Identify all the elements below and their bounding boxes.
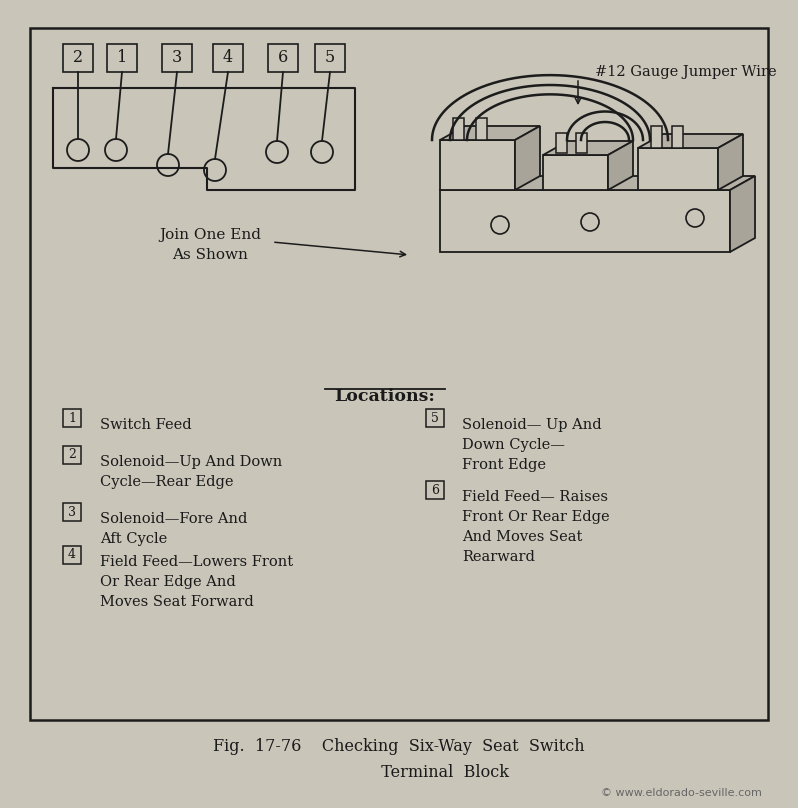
Bar bbox=[426, 409, 444, 427]
Polygon shape bbox=[543, 155, 608, 190]
Bar bbox=[476, 118, 487, 140]
Bar bbox=[576, 133, 587, 153]
Text: As Shown: As Shown bbox=[172, 248, 248, 262]
Text: Solenoid—Up And Down
Cycle—Rear Edge: Solenoid—Up And Down Cycle—Rear Edge bbox=[100, 455, 282, 489]
Text: Field Feed— Raises
Front Or Rear Edge
And Moves Seat
Rearward: Field Feed— Raises Front Or Rear Edge An… bbox=[462, 490, 610, 564]
Text: 6: 6 bbox=[278, 49, 288, 66]
Text: Field Feed—Lowers Front
Or Rear Edge And
Moves Seat Forward: Field Feed—Lowers Front Or Rear Edge And… bbox=[100, 555, 293, 609]
Text: Fig.  17-76    Checking  Six-Way  Seat  Switch
                  Terminal  Block: Fig. 17-76 Checking Six-Way Seat Switch … bbox=[213, 738, 585, 781]
Text: Switch Feed: Switch Feed bbox=[100, 418, 192, 432]
Bar bbox=[63, 446, 81, 464]
Bar bbox=[63, 546, 81, 564]
Text: 6: 6 bbox=[431, 483, 439, 496]
Text: © www.eldorado-seville.com: © www.eldorado-seville.com bbox=[601, 788, 762, 798]
Polygon shape bbox=[718, 134, 743, 190]
Text: 1: 1 bbox=[117, 49, 127, 66]
Polygon shape bbox=[638, 148, 718, 190]
Bar bbox=[672, 126, 683, 148]
Polygon shape bbox=[543, 141, 633, 155]
Polygon shape bbox=[440, 190, 730, 252]
Polygon shape bbox=[730, 176, 755, 252]
Bar bbox=[556, 133, 567, 153]
Text: #12 Gauge Jumper Wire: #12 Gauge Jumper Wire bbox=[595, 65, 776, 79]
Text: 2: 2 bbox=[68, 448, 76, 461]
Text: 4: 4 bbox=[223, 49, 233, 66]
Bar bbox=[651, 126, 662, 148]
Bar bbox=[268, 44, 298, 72]
Bar bbox=[213, 44, 243, 72]
Bar bbox=[453, 118, 464, 140]
Bar bbox=[63, 503, 81, 521]
Text: 5: 5 bbox=[325, 49, 335, 66]
Text: 5: 5 bbox=[431, 411, 439, 424]
Bar bbox=[426, 481, 444, 499]
Text: Locations:: Locations: bbox=[334, 388, 436, 405]
Text: 4: 4 bbox=[68, 549, 76, 562]
Polygon shape bbox=[515, 126, 540, 190]
Bar bbox=[315, 44, 345, 72]
Bar bbox=[162, 44, 192, 72]
Text: Solenoid— Up And
Down Cycle—
Front Edge: Solenoid— Up And Down Cycle— Front Edge bbox=[462, 418, 602, 472]
Bar bbox=[63, 409, 81, 427]
Bar bbox=[30, 28, 768, 720]
Polygon shape bbox=[440, 126, 540, 140]
Text: 3: 3 bbox=[68, 506, 76, 519]
Polygon shape bbox=[440, 140, 515, 190]
Text: Join One End: Join One End bbox=[159, 228, 261, 242]
Bar bbox=[107, 44, 137, 72]
Polygon shape bbox=[638, 134, 743, 148]
Bar bbox=[63, 44, 93, 72]
Polygon shape bbox=[608, 141, 633, 190]
Text: 2: 2 bbox=[73, 49, 83, 66]
Polygon shape bbox=[440, 176, 755, 190]
Text: Solenoid—Fore And
Aft Cycle: Solenoid—Fore And Aft Cycle bbox=[100, 512, 247, 546]
Text: 1: 1 bbox=[68, 411, 76, 424]
Text: 3: 3 bbox=[172, 49, 182, 66]
